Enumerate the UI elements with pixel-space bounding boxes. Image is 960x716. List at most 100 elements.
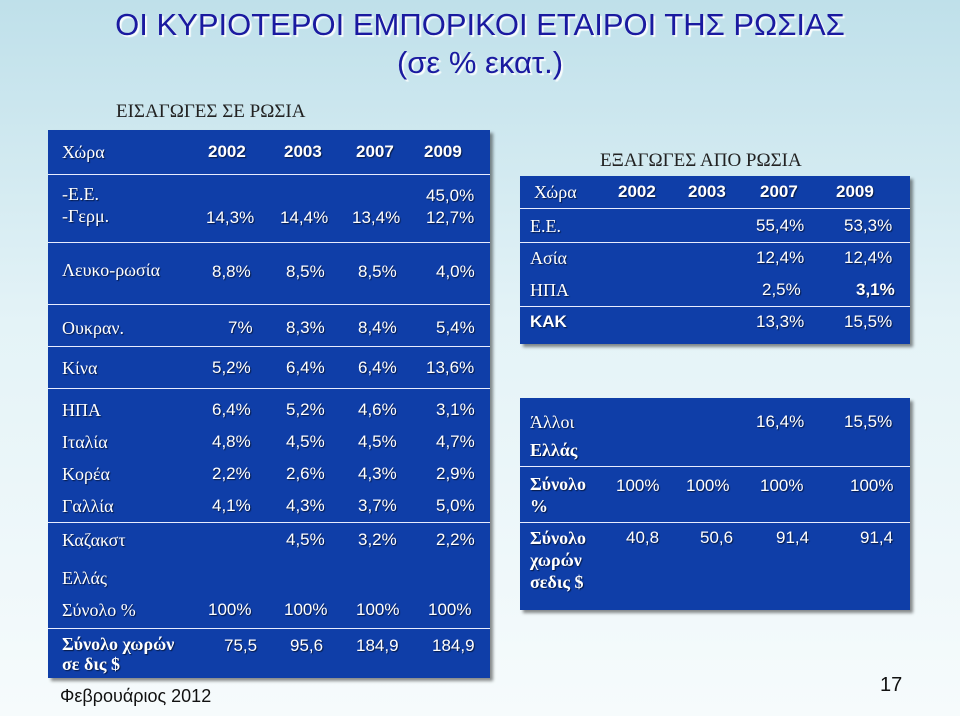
- country-cell: Σύνολο χωρών: [62, 634, 175, 654]
- country-cell: Κίνα: [62, 358, 98, 378]
- country-cell: σεδις $: [530, 572, 584, 592]
- value-2009: 5,0%: [436, 496, 475, 515]
- value-2002: 4,8%: [212, 432, 251, 451]
- exports-header-2009: 2009: [836, 182, 874, 201]
- value-2007: 3,2%: [358, 530, 397, 549]
- value-2007: 13,4%: [352, 208, 401, 227]
- imports-caption: ΕΙΣΑΓΩΓΕΣ ΣΕ ΡΩΣΙΑ: [116, 101, 306, 122]
- value-2007: 91,4: [776, 528, 810, 547]
- divider: [48, 174, 490, 175]
- country-cell: σε δις $: [62, 654, 120, 674]
- divider: [48, 242, 490, 243]
- value-2002: 14,3%: [206, 208, 255, 227]
- divider: [48, 628, 490, 629]
- country-cell: χωρών: [530, 550, 582, 570]
- country-cell: Κορέα: [62, 464, 110, 484]
- value-2009: 4,0%: [436, 262, 475, 281]
- value-2003: 100%: [686, 476, 730, 495]
- country-cell: ΚΑΚ: [530, 312, 567, 331]
- divider: [520, 466, 910, 467]
- imports-header-2002: 2002: [208, 142, 246, 161]
- country-cell: Ε.Ε.: [530, 216, 561, 236]
- value-2007: 4,3%: [358, 464, 397, 483]
- exports-table: Χώρα 2002 2003 2007 2009 Ε.Ε. 55,4% 53,3…: [520, 176, 910, 344]
- value-2009: 3,1%: [436, 400, 475, 419]
- value-2002: 4,1%: [212, 496, 251, 515]
- exports-header-2002: 2002: [618, 182, 656, 201]
- imports-header-2007: 2007: [356, 142, 394, 161]
- value-2007: 55,4%: [756, 216, 805, 235]
- value-2003: 6,4%: [286, 358, 325, 377]
- country-cell: %: [530, 496, 548, 516]
- value-2003: 5,2%: [286, 400, 325, 419]
- value-2009: 91,4: [860, 528, 894, 547]
- value-2007: 2,5%: [762, 280, 801, 299]
- footer-date: Φεβρουάριος 2012: [60, 686, 212, 706]
- divider: [520, 522, 910, 523]
- country-cell: Γαλλία: [62, 496, 114, 516]
- value-2009: 100%: [850, 476, 894, 495]
- value-2002: 8,8%: [212, 262, 251, 281]
- value-2003: 100%: [284, 600, 328, 619]
- country-cell: Ασία: [530, 248, 567, 268]
- value-2009: 3,1%: [856, 280, 895, 299]
- value-2009: 2,9%: [436, 464, 475, 483]
- value-2003: 14,4%: [280, 208, 329, 227]
- divider: [48, 346, 490, 347]
- value-2002: 7%: [228, 318, 253, 337]
- value-2003: 8,5%: [286, 262, 325, 281]
- divider: [520, 208, 910, 209]
- value-2002: 100%: [208, 600, 252, 619]
- value-2003: 4,5%: [286, 530, 325, 549]
- country-cell: Ιταλία: [62, 432, 108, 452]
- value-2007: 100%: [760, 476, 804, 495]
- country-cell: ΗΠΑ: [530, 280, 569, 300]
- country-cell: -Ε.Ε.: [62, 184, 99, 204]
- value-2009: 12,4%: [844, 248, 893, 267]
- value-2007: 8,4%: [358, 318, 397, 337]
- value-2009: 15,5%: [844, 312, 893, 331]
- country-cell: Ελλάς: [530, 440, 578, 460]
- country-cell: Σύνολο: [530, 528, 586, 548]
- value-2007: 184,9: [356, 636, 399, 655]
- imports-header-2009: 2009: [424, 142, 462, 161]
- divider: [48, 304, 490, 305]
- country-cell: Σύνολο: [530, 474, 586, 494]
- value-2009: 15,5%: [844, 412, 893, 431]
- country-cell: Καζακστ: [62, 530, 126, 550]
- value-2009: 2,2%: [436, 530, 475, 549]
- value-2007: 13,3%: [756, 312, 805, 331]
- country-cell: -Γερμ.: [62, 206, 110, 226]
- value-2003: 95,6: [290, 636, 324, 655]
- value-2007: 4,6%: [358, 400, 397, 419]
- value-2002: 75,5: [224, 636, 258, 655]
- value-2007: 8,5%: [358, 262, 397, 281]
- value-2007: 4,5%: [358, 432, 397, 451]
- country-cell: Σύνολο %: [62, 600, 136, 620]
- value-2009: 12,7%: [426, 208, 475, 227]
- imports-header-2003: 2003: [284, 142, 322, 161]
- value-2003: 50,6: [700, 528, 734, 547]
- slide-title: ΟΙ ΚΥΡΙΟΤΕΡΟΙ ΕΜΠΟΡΙΚΟΙ ΕΤΑΙΡΟΙ ΤΗΣ ΡΩΣΙ…: [0, 6, 960, 82]
- value-2007: 16,4%: [756, 412, 805, 431]
- value-2007: 3,7%: [358, 496, 397, 515]
- value-2003: 8,3%: [286, 318, 325, 337]
- divider: [520, 242, 910, 243]
- value-2007: 6,4%: [358, 358, 397, 377]
- page-number: 17: [880, 674, 903, 696]
- value-2003: 4,3%: [286, 496, 325, 515]
- value-2009: 184,9: [432, 636, 475, 655]
- value-2009: 53,3%: [844, 216, 893, 235]
- value-2009: 45,0%: [426, 186, 475, 205]
- value-2002: 6,4%: [212, 400, 251, 419]
- value-2002: 100%: [616, 476, 660, 495]
- divider: [520, 306, 910, 307]
- value-2007: 100%: [356, 600, 400, 619]
- imports-table: Χώρα 2002 2003 2007 2009 -Ε.Ε. -Γερμ. 14…: [48, 130, 490, 678]
- title-line-1: ΟΙ ΚΥΡΙΟΤΕΡΟΙ ΕΜΠΟΡΙΚΟΙ ΕΤΑΙΡΟΙ ΤΗΣ ΡΩΣΙ…: [115, 7, 845, 42]
- country-cell: Ελλάς: [62, 568, 108, 588]
- value-2003: 2,6%: [286, 464, 325, 483]
- exports-header-2007: 2007: [760, 182, 798, 201]
- country-cell: ΗΠΑ: [62, 400, 101, 420]
- value-2009: 5,4%: [436, 318, 475, 337]
